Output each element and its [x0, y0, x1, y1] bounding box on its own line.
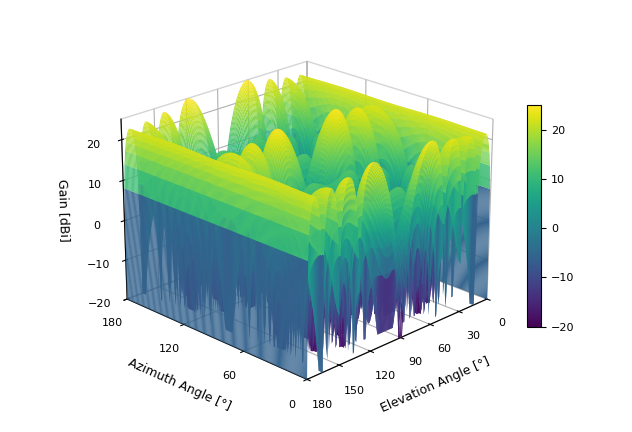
- Y-axis label: Azimuth Angle [°]: Azimuth Angle [°]: [126, 356, 233, 413]
- X-axis label: Elevation Angle [°]: Elevation Angle [°]: [379, 355, 492, 415]
